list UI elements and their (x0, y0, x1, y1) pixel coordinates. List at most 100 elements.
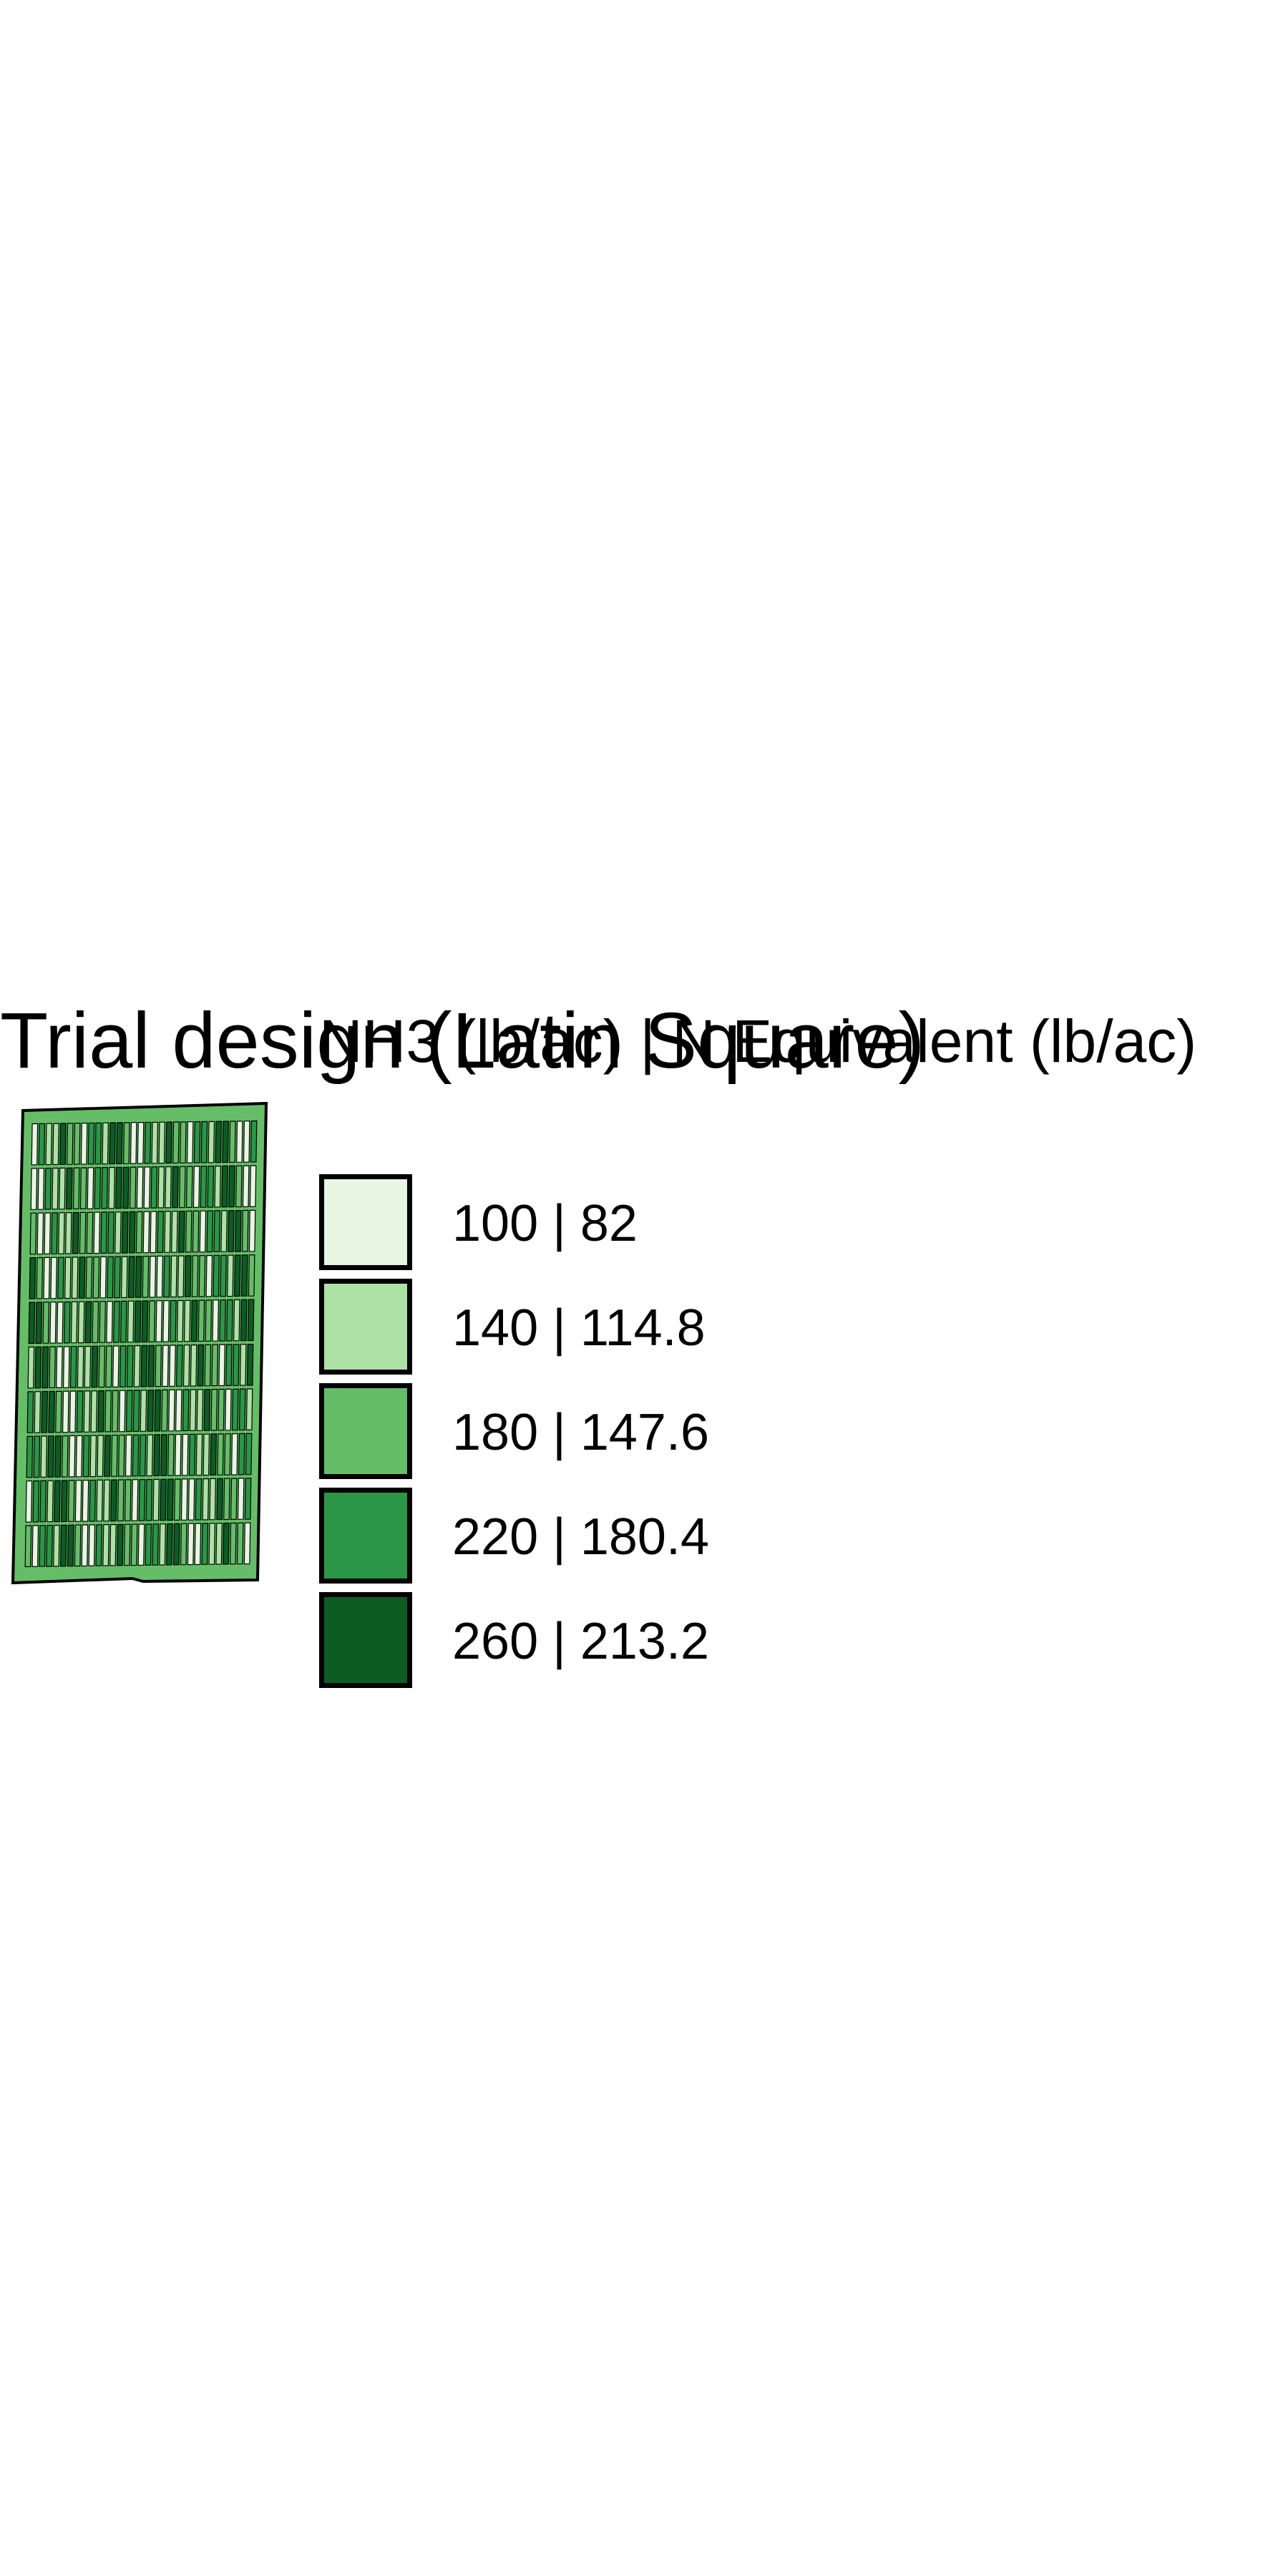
trial-plot (92, 1256, 100, 1299)
trial-plot (98, 1345, 106, 1388)
trial-plot (218, 1344, 225, 1387)
legend-swatch (319, 1488, 412, 1584)
trial-plot (231, 1388, 239, 1431)
trial-plot (241, 1209, 249, 1252)
trial-plot (59, 1524, 67, 1567)
trial-plot (135, 1256, 142, 1298)
trial-plot (72, 1167, 80, 1210)
trial-plot (44, 1167, 52, 1210)
trial-plot (50, 1257, 57, 1299)
trial-plot (40, 1435, 48, 1478)
trial-plot (250, 1120, 258, 1163)
trial-plot (27, 1346, 35, 1389)
trial-plot (167, 1478, 174, 1521)
trial-plot (87, 1122, 95, 1165)
trial-plot (116, 1523, 124, 1566)
trial-plot (182, 1389, 190, 1432)
trial-plot (232, 1344, 240, 1386)
trial-plot (71, 1257, 79, 1299)
trial-plot (99, 1256, 107, 1299)
trial-plot (136, 1166, 144, 1209)
trial-plot (248, 1254, 255, 1297)
trial-plot (216, 1478, 223, 1521)
legend-swatch (319, 1279, 412, 1375)
trial-plot (145, 1478, 153, 1521)
trial-plot (172, 1166, 179, 1209)
trial-plot (45, 1123, 53, 1166)
trial-plot (112, 1345, 119, 1388)
trial-plot (128, 1211, 136, 1254)
trial-plot (182, 1344, 190, 1387)
trial-plot (95, 1524, 103, 1566)
trial-plot (192, 1210, 200, 1253)
trial-plot (228, 1210, 235, 1252)
trial-plot (111, 1435, 118, 1477)
trial-plot (62, 1346, 70, 1388)
trial-plot (146, 1434, 154, 1477)
trial-plot (28, 1302, 36, 1345)
trial-plot (52, 1167, 59, 1210)
trial-plot (49, 1346, 56, 1389)
trial-plot (230, 1478, 238, 1521)
trial-plot (120, 1256, 128, 1299)
trial-plot (229, 1522, 237, 1565)
trial-plot (54, 1435, 62, 1478)
trial-plot (63, 1301, 71, 1344)
trial-plot (135, 1211, 143, 1254)
trial-plot (177, 1210, 185, 1253)
trial-plot (48, 1390, 55, 1433)
trial-plot (43, 1257, 51, 1299)
trial-plot (59, 1123, 67, 1166)
trial-plot (226, 1299, 233, 1342)
trial-plot (218, 1388, 225, 1431)
trial-plot (171, 1211, 178, 1253)
trial-plot (109, 1523, 117, 1566)
trial-plot (208, 1121, 215, 1163)
trial-plot (229, 1121, 236, 1163)
legend-item: 180 | 147.6 (315, 1380, 816, 1485)
trial-plot (244, 1478, 252, 1520)
trial-plot (117, 1479, 125, 1522)
trial-plot (179, 1121, 187, 1163)
trial-plot (69, 1345, 77, 1388)
trial-plot (121, 1211, 129, 1254)
trial-plot (58, 1212, 65, 1254)
trial-plot (245, 1388, 253, 1431)
trial-plot (243, 1120, 250, 1163)
trial-plot (210, 1388, 218, 1431)
trial-plot (187, 1523, 195, 1566)
trial-plot (200, 1121, 208, 1163)
trial-plot (206, 1210, 214, 1253)
trial-plot (80, 1122, 88, 1165)
trial-plot (152, 1523, 160, 1566)
trial-plot (109, 1122, 116, 1165)
trial-plot (177, 1255, 185, 1298)
trial-plot (74, 1480, 82, 1522)
trial-plot (234, 1209, 242, 1252)
trial-plot (205, 1299, 213, 1342)
trial-plot (166, 1523, 173, 1566)
trial-plot (78, 1257, 86, 1299)
trial-plot (249, 1165, 257, 1208)
trial-plot (157, 1166, 165, 1209)
trial-plot (238, 1433, 245, 1475)
trial-plot (155, 1345, 162, 1387)
trial-plot (223, 1522, 230, 1565)
trial-plot (228, 1165, 235, 1208)
legend-item: 260 | 213.2 (315, 1589, 816, 1694)
trial-plot (41, 1390, 49, 1433)
trial-plot (101, 1166, 109, 1209)
trial-plot (132, 1434, 140, 1477)
trial-plot (248, 1209, 256, 1252)
trial-plot (246, 1343, 254, 1386)
trial-plot (34, 1391, 42, 1433)
trial-plot (174, 1433, 182, 1476)
trial-plot (37, 1168, 45, 1210)
trial-plot (118, 1390, 126, 1433)
legend: 100 | 82 140 | 114.8 180 | 147.6 220 | 1… (315, 1171, 816, 1694)
trial-plot (220, 1254, 227, 1297)
trial-plot (36, 1257, 44, 1299)
trial-plot (185, 1210, 192, 1253)
trial-plot (97, 1435, 104, 1478)
trial-plot (97, 1390, 105, 1433)
